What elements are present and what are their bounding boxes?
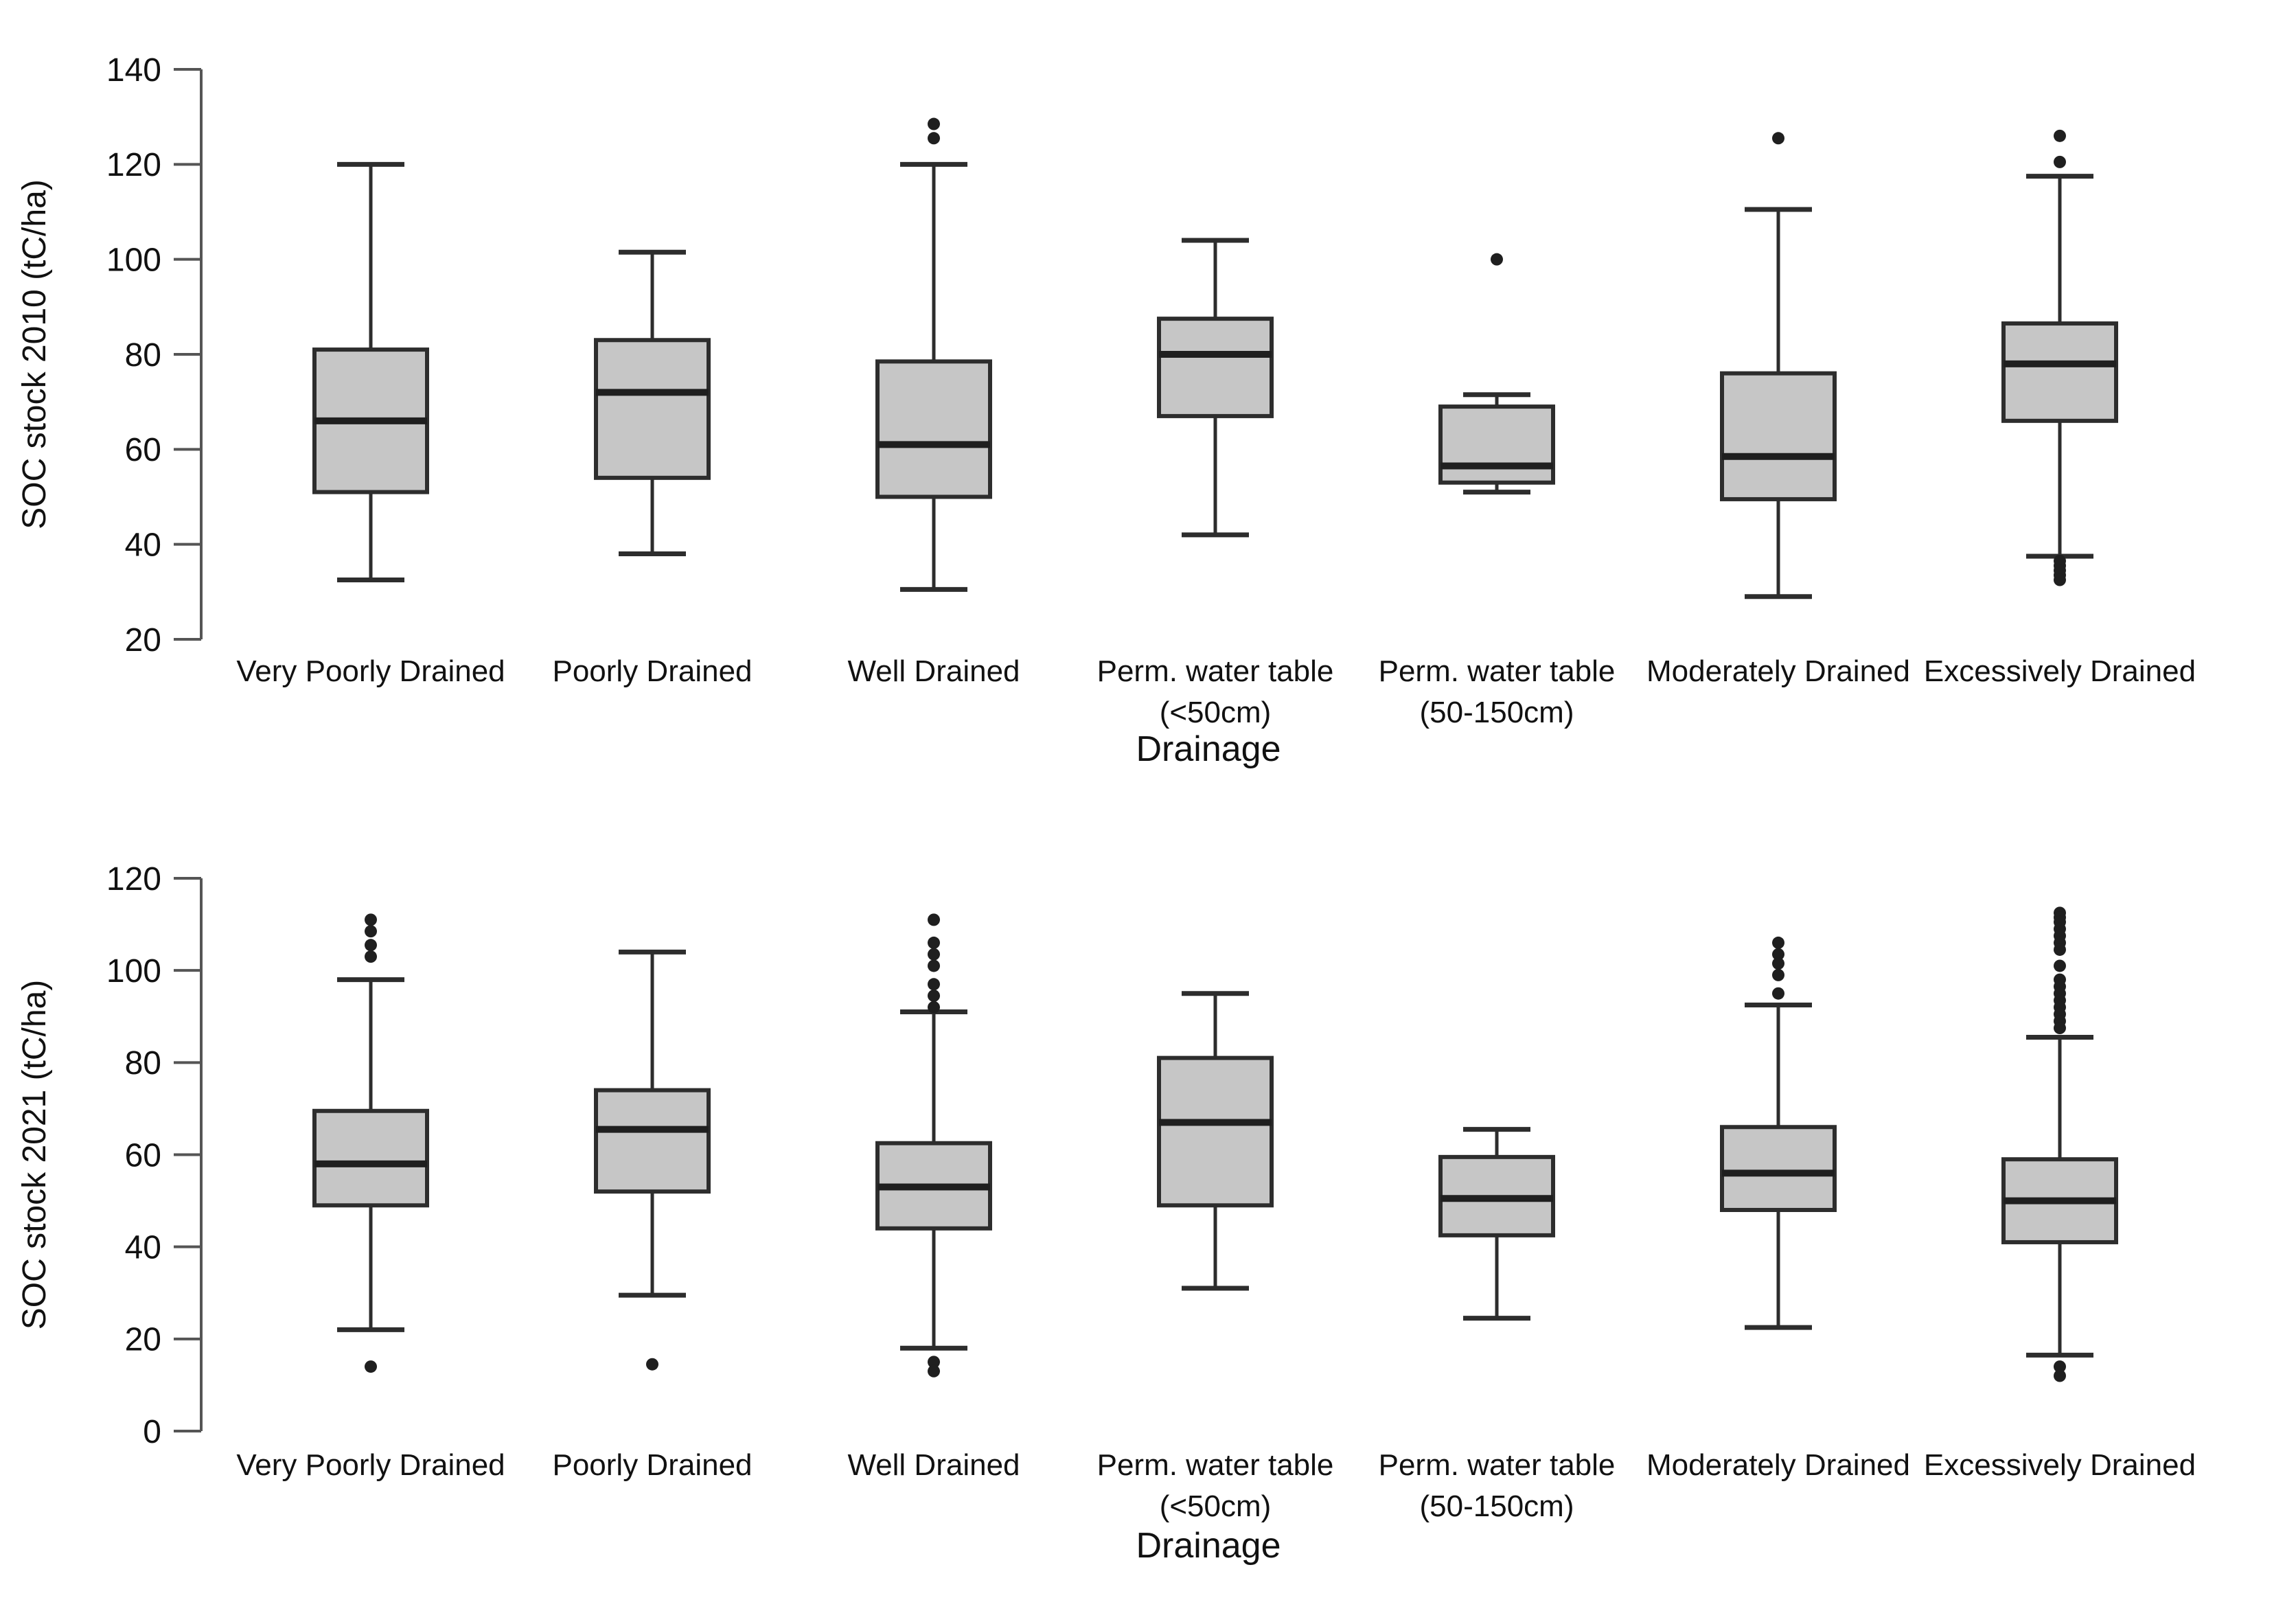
outlier-point bbox=[2054, 1360, 2066, 1373]
box-3 bbox=[875, 117, 992, 592]
outlier-point bbox=[1491, 253, 1503, 266]
outlier-point bbox=[1772, 948, 1784, 961]
y-tick-label: 60 bbox=[125, 432, 161, 468]
iqr-box bbox=[1720, 1125, 1837, 1212]
outlier-point bbox=[928, 1001, 940, 1014]
x-category-label: Perm. water table bbox=[1379, 654, 1616, 688]
outlier-point bbox=[365, 1360, 377, 1373]
x-category-label: (50-150cm) bbox=[1420, 696, 1574, 729]
y-tick-label: 120 bbox=[106, 861, 161, 898]
y-tick-label: 120 bbox=[106, 147, 161, 183]
outlier-point bbox=[928, 978, 940, 991]
y-tick-label: 0 bbox=[143, 1414, 161, 1450]
y-tick-label: 100 bbox=[106, 953, 161, 990]
outlier-point bbox=[928, 936, 940, 949]
x-category-label: Poorly Drained bbox=[552, 1448, 752, 1482]
outlier-point bbox=[928, 959, 940, 972]
iqr-box bbox=[1157, 317, 1274, 418]
x-category-label: (<50cm) bbox=[1160, 1489, 1272, 1523]
x-category-label: Very Poorly Drained bbox=[236, 1448, 505, 1482]
y-tick-label: 100 bbox=[106, 242, 161, 278]
box-6 bbox=[1720, 132, 1837, 599]
box-2 bbox=[594, 949, 711, 1371]
outlier-point bbox=[928, 132, 940, 145]
box-5 bbox=[1438, 253, 1555, 495]
iqr-box bbox=[594, 1088, 711, 1194]
iqr-box bbox=[1438, 404, 1555, 485]
box-7 bbox=[2001, 906, 2118, 1382]
y-tick-label: 140 bbox=[106, 52, 161, 89]
outlier-point bbox=[1772, 957, 1784, 970]
y-tick-label: 80 bbox=[125, 1045, 161, 1082]
outlier-point bbox=[2054, 129, 2066, 142]
outlier-point bbox=[1772, 968, 1784, 981]
outlier-point bbox=[1772, 987, 1784, 1000]
outlier-point bbox=[928, 913, 940, 926]
iqr-box bbox=[1720, 371, 1837, 501]
iqr-box bbox=[875, 359, 992, 499]
chart-2010-svg: 140 120 100 80 60 40 20 SOC stock 2010 (tC/ha) V… bbox=[16, 52, 2196, 769]
x-category-label: (<50cm) bbox=[1160, 696, 1272, 729]
iqr-box bbox=[1157, 1055, 1274, 1208]
box-3 bbox=[875, 913, 992, 1378]
outlier-point bbox=[365, 925, 377, 938]
y-axis-title: SOC stock 2010 (tC/ha) bbox=[16, 179, 53, 529]
x-category-label: Well Drained bbox=[847, 1448, 1020, 1482]
outlier-point bbox=[2054, 573, 2066, 586]
outlier-point bbox=[928, 990, 940, 1003]
y-tick-label: 60 bbox=[125, 1137, 161, 1174]
x-category-label: (50-150cm) bbox=[1420, 1489, 1574, 1523]
iqr-box bbox=[2001, 321, 2118, 423]
y-tick-label: 20 bbox=[125, 622, 161, 659]
outlier-point bbox=[2054, 959, 2066, 972]
boxplot-soc-2021: 120 100 80 60 40 20 0 SOC stock 2021 (tC/ha) Ver… bbox=[0, 790, 2296, 1611]
x-category-label: Perm. water table bbox=[1097, 654, 1334, 688]
outlier-point bbox=[928, 1356, 940, 1369]
outlier-point bbox=[646, 1358, 658, 1371]
box-1 bbox=[312, 913, 429, 1373]
x-category-label: Excessively Drained bbox=[1924, 1448, 2196, 1482]
boxplot-soc-2010: 140 120 100 80 60 40 20 SOC stock 2010 (tC/ha) V… bbox=[0, 0, 2296, 793]
box-7 bbox=[2001, 129, 2118, 586]
outlier-point bbox=[365, 913, 377, 926]
x-axis-title: Drainage bbox=[1136, 729, 1281, 769]
outlier-point bbox=[928, 1364, 940, 1378]
outlier-point bbox=[365, 939, 377, 952]
x-axis-title: Drainage bbox=[1136, 1526, 1281, 1566]
iqr-box bbox=[594, 338, 711, 480]
outlier-point bbox=[1772, 132, 1784, 145]
outlier-point bbox=[2054, 155, 2066, 168]
x-category-label: Well Drained bbox=[847, 654, 1020, 688]
iqr-box bbox=[312, 1108, 429, 1208]
box-5 bbox=[1438, 1127, 1555, 1321]
x-category-label: Perm. water table bbox=[1379, 1448, 1616, 1482]
outlier-point bbox=[365, 950, 377, 963]
outlier-point bbox=[2054, 943, 2066, 956]
x-category-label: Excessively Drained bbox=[1924, 654, 2196, 688]
box-4 bbox=[1157, 991, 1274, 1291]
x-category-label: Poorly Drained bbox=[552, 654, 752, 688]
box-4 bbox=[1157, 238, 1274, 538]
x-category-label: Moderately Drained bbox=[1646, 654, 1910, 688]
y-tick-label: 40 bbox=[125, 1229, 161, 1266]
outlier-point bbox=[2054, 1022, 2066, 1035]
x-category-label: Very Poorly Drained bbox=[236, 654, 505, 688]
y-tick-label: 80 bbox=[125, 337, 161, 374]
box-1 bbox=[312, 161, 429, 583]
y-axis-title: SOC stock 2021 (tC/ha) bbox=[16, 980, 53, 1330]
x-category-label: Perm. water table bbox=[1097, 1448, 1334, 1482]
y-tick-label: 40 bbox=[125, 527, 161, 563]
outlier-point bbox=[928, 117, 940, 130]
box-6 bbox=[1720, 936, 1837, 1330]
box-2 bbox=[594, 249, 711, 556]
outlier-point bbox=[928, 948, 940, 961]
outlier-point bbox=[2054, 1369, 2066, 1382]
y-tick-label: 20 bbox=[125, 1322, 161, 1358]
outlier-point bbox=[1772, 936, 1784, 949]
x-category-label: Moderately Drained bbox=[1646, 1448, 1910, 1482]
chart-2021-svg: 120 100 80 60 40 20 0 SOC stock 2021 (tC/ha) Ver… bbox=[16, 861, 2196, 1566]
